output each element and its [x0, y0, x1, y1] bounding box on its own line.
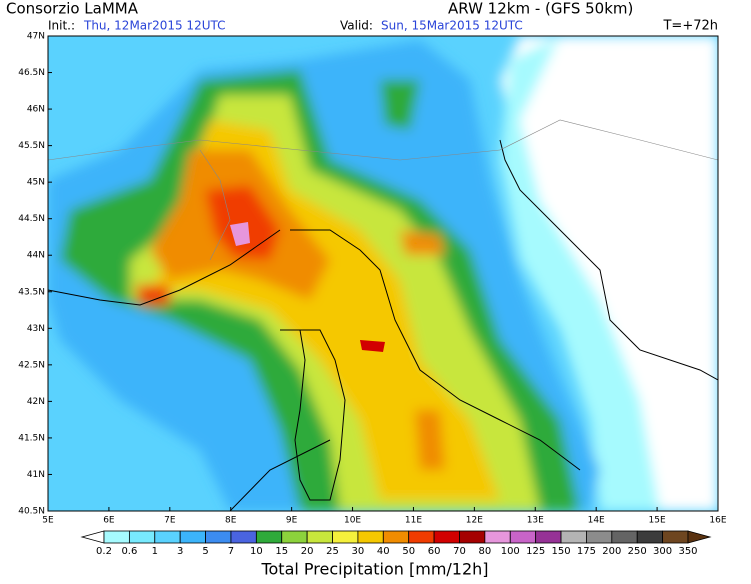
colorbar-bin [103, 530, 130, 544]
title: Consorzio LaMMA [6, 0, 139, 18]
lon-label: 13E [527, 516, 544, 526]
lat-label: 44N [27, 251, 45, 261]
colorbar-arrow-low [80, 530, 105, 544]
valid-time: Sun, 15Mar2015 12UTC [381, 19, 523, 33]
lon-label: 9E [286, 516, 298, 526]
lon-label: 8E [225, 516, 237, 526]
colorbar-bin [535, 530, 562, 544]
colorbar-bin [128, 530, 156, 544]
colorbar-label: 0.6 [121, 546, 137, 557]
colorbar-bin [509, 530, 537, 544]
lat-label: 41.5N [18, 433, 45, 443]
colorbar-label: 15 [275, 546, 288, 557]
lat-label: 45.5N [18, 141, 45, 151]
colorbar-label: 20 [301, 546, 314, 557]
colorbar-arrow-high [687, 530, 712, 544]
colorbar-label: 70 [453, 546, 466, 557]
colorbar-bin [611, 530, 638, 544]
colorbar-label: 7 [228, 546, 234, 557]
valid-label: Valid: [340, 19, 373, 33]
colorbar-label: 5 [202, 546, 208, 557]
precip-field [48, 36, 718, 511]
colorbar: 0.2 0.6 1 3 5 7 10 15 20 25 30 40 50 60 70 80 100 125 150 1… [80, 530, 712, 557]
colorbar-label: 125 [526, 546, 545, 557]
colorbar-label: 80 [479, 546, 492, 557]
model: ARW 12km - (GFS 50km) [448, 0, 633, 18]
lat-label: 41N [27, 470, 45, 480]
lat-label: 40.5N [18, 507, 45, 517]
lat-label: 44.5N [18, 214, 45, 224]
colorbar-label: 150 [551, 546, 570, 557]
colorbar-label: 0.2 [96, 546, 112, 557]
lon-label: 10E [344, 516, 361, 526]
init-time: Thu, 12Mar2015 12UTC [83, 19, 226, 33]
colorbar-label: 60 [428, 546, 441, 557]
lat-label: 42N [27, 397, 45, 407]
init-label: Init.: [48, 19, 75, 33]
lat-label: 43N [27, 324, 45, 334]
lat-label: 42.5N [18, 360, 45, 370]
axis-labels: 47N 46.5N 46N 45.5N 45N 44.5N 44N 43.5N 43N 42.5N… [18, 32, 727, 526]
colorbar-bin [408, 530, 435, 544]
lon-label: 16E [709, 516, 726, 526]
colorbar-bin [484, 530, 511, 544]
colorbar-bin [179, 530, 206, 544]
colorbar-label: 10 [250, 546, 263, 557]
lon-label: 6E [103, 516, 115, 526]
lon-label: 5E [42, 516, 54, 526]
lat-label: 45N [27, 178, 45, 188]
colorbar-label: 3 [177, 546, 183, 557]
lon-label: 7E [164, 516, 176, 526]
colorbar-bin [332, 530, 359, 544]
colorbar-label: 1 [152, 546, 158, 557]
colorbar-label: 250 [628, 546, 647, 557]
map-frame [47, 35, 719, 512]
lat-label: 47N [27, 32, 45, 42]
colorbar-bin [636, 530, 664, 544]
colorbar-title: Total Precipitation [mm/12h] [260, 560, 488, 579]
colorbar-label: 50 [402, 546, 415, 557]
colorbar-bin [433, 530, 460, 544]
colorbar-label: 30 [352, 546, 365, 557]
lon-label: 15E [649, 516, 666, 526]
colorbar-bin [306, 530, 333, 544]
lead-time: T=+72h [662, 19, 718, 34]
lon-label: 11E [405, 516, 422, 526]
colorbar-label: 300 [653, 546, 672, 557]
colorbar-bin [255, 530, 283, 544]
colorbar-label: 175 [577, 546, 596, 557]
lat-label: 46.5N [18, 68, 45, 78]
colorbar-bin [281, 530, 308, 544]
colorbar-bin [662, 530, 689, 544]
lon-label: 12E [466, 516, 483, 526]
colorbar-bin [205, 530, 232, 544]
colorbar-bin [560, 530, 587, 544]
colorbar-bin [357, 530, 384, 544]
lat-label: 46N [27, 105, 45, 115]
colorbar-label: 200 [602, 546, 621, 557]
lon-label: 14E [588, 516, 605, 526]
colorbar-label: 100 [501, 546, 520, 557]
colorbar-bin [154, 530, 181, 544]
colorbar-label: 40 [377, 546, 390, 557]
colorbar-bin [230, 530, 257, 544]
colorbar-label: 350 [678, 546, 697, 557]
colorbar-bin [586, 530, 613, 544]
colorbar-label: 25 [326, 546, 339, 557]
colorbar-bin [459, 530, 486, 544]
lat-label: 43.5N [18, 287, 45, 297]
colorbar-bin [382, 530, 410, 544]
